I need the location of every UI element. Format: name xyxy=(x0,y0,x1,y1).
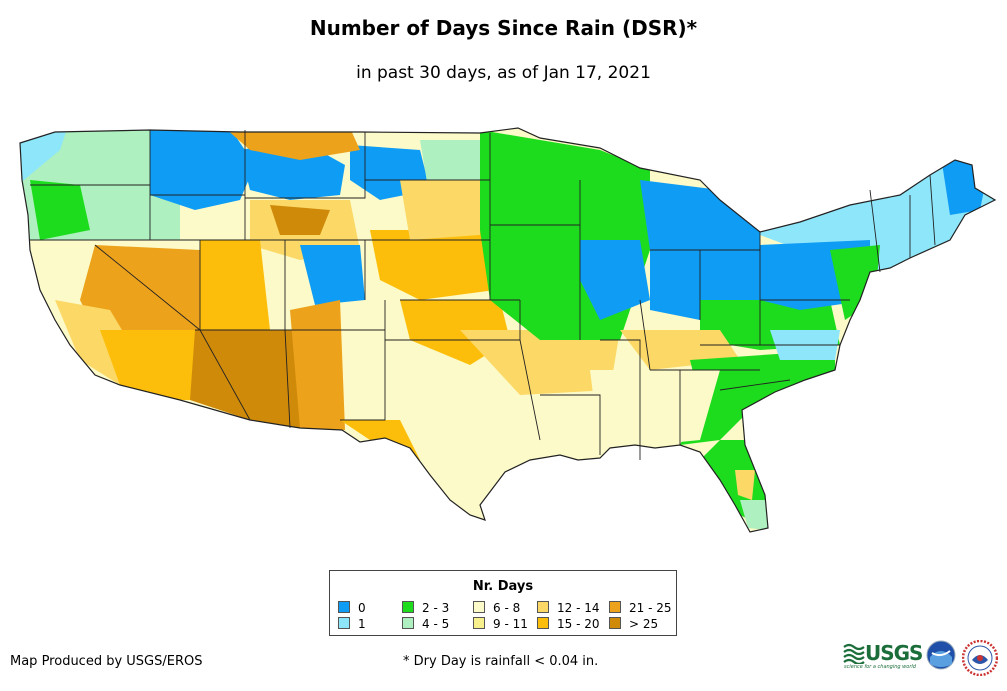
legend-swatch xyxy=(537,601,549,613)
legend-item: 15 - 20 xyxy=(537,617,600,631)
dsr-color-zones xyxy=(20,128,995,532)
legend-item: 9 - 11 xyxy=(473,617,528,631)
zone-sd-12 xyxy=(400,180,480,240)
legend-label: 12 - 14 xyxy=(557,601,600,615)
zone-fl-4-5 xyxy=(740,500,770,530)
zone-wy-25 xyxy=(270,205,330,235)
zone-ut-15 xyxy=(200,240,270,335)
legend-label: 21 - 25 xyxy=(629,601,672,615)
zone-nw-1 xyxy=(20,128,70,200)
legend-swatch xyxy=(473,617,485,629)
legend: Nr. Days 0 1 2 - 3 4 - 5 6 - 8 9 - 11 12 - 14 1… xyxy=(329,570,677,636)
legend-title: Nr. Days xyxy=(472,579,534,594)
dry-day-footnote: * Dry Day is rainfall < 0.04 in. xyxy=(403,654,599,669)
legend-item: 4 - 5 xyxy=(402,617,449,631)
zone-idaho-0 xyxy=(150,128,255,210)
legend-item: 2 - 3 xyxy=(402,601,449,615)
zone-az-25 xyxy=(190,330,300,430)
legend-label: 9 - 11 xyxy=(493,617,528,631)
legend-swatch xyxy=(402,617,414,629)
map-subtitle: in past 30 days, as of Jan 17, 2021 xyxy=(356,63,651,83)
legend-item: 1 xyxy=(338,617,366,631)
zone-deep-south-6 xyxy=(590,370,720,450)
zone-co-0 xyxy=(300,245,365,305)
legend-item: 21 - 25 xyxy=(609,601,672,615)
zone-il-0 xyxy=(580,240,650,320)
usgs-logo: USGS science for a changing world xyxy=(843,640,923,678)
zone-ks-15 xyxy=(370,230,495,300)
legend-swatch xyxy=(609,617,621,629)
legend-label: 15 - 20 xyxy=(557,617,600,631)
legend-label: 0 xyxy=(358,601,366,615)
zone-fl-12 xyxy=(735,470,755,500)
map-title: Number of Days Since Rain (DSR)* xyxy=(309,16,698,40)
zone-nm-21 xyxy=(290,300,345,430)
map-credit: Map Produced by USGS/EROS xyxy=(10,654,203,669)
legend-swatch xyxy=(473,601,485,613)
zone-ark-12 xyxy=(460,330,620,395)
legend-swatch xyxy=(338,617,350,629)
noaa-logo xyxy=(926,640,956,670)
legend-swatch xyxy=(338,601,350,613)
legend-item: 6 - 8 xyxy=(473,601,520,615)
legend-item: 12 - 14 xyxy=(537,601,600,615)
zone-montana-21 xyxy=(225,128,360,160)
legend-label: 1 xyxy=(358,617,366,631)
legend-label: 2 - 3 xyxy=(422,601,450,615)
legend-label: 4 - 5 xyxy=(422,617,450,631)
legend-item: 0 xyxy=(338,601,366,615)
legend-label: 6 - 8 xyxy=(493,601,521,615)
nws-logo xyxy=(962,640,998,676)
usgs-wordmark: USGS xyxy=(865,641,923,665)
usgs-tagline: science for a changing world xyxy=(844,664,916,670)
legend-label: > 25 xyxy=(629,617,659,631)
zone-nw-2-3 xyxy=(30,180,90,240)
state-borders xyxy=(30,130,936,460)
legend-item: > 25 xyxy=(609,617,658,631)
zone-sca-15 xyxy=(100,330,210,400)
usgs-wave-icon xyxy=(843,643,865,664)
legend-swatch xyxy=(402,601,414,613)
legend-swatch xyxy=(609,601,621,613)
legend-swatch xyxy=(537,617,549,629)
